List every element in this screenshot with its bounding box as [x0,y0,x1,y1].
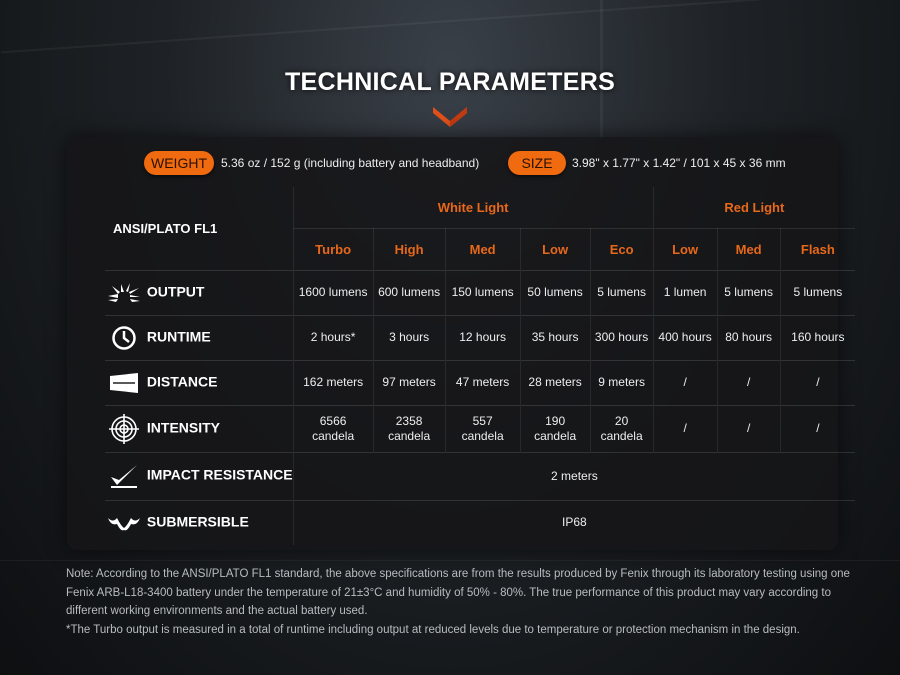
table-cell: 28 meters [519,360,591,405]
row-label-text: OUTPUT [146,283,205,300]
table-cell: / [779,360,856,405]
table-row: DISTANCE 162 meters 97 meters 47 meters 28 m… [105,360,856,405]
table-cell: 9 meters [589,360,654,405]
size-value: 3.98" x 1.77" x 1.42" / 101 x 45 x 36 mm [572,156,786,170]
chevron-down-icon [433,107,467,127]
impact-icon [105,463,143,489]
table-cell: 1600 lumens [292,270,374,315]
table-row: RUNTIME 2 hours* 3 hours 12 hours 35 hours 30… [105,315,856,360]
clock-icon [105,325,143,351]
table-cell: 2 hours* [292,315,374,360]
row-label: DISTANCE [105,360,293,405]
mode-header: Med [716,228,781,270]
cell-value: 557 [472,413,493,428]
mode-header: Low [519,228,591,270]
mode-header: Eco [589,228,654,270]
output-burst-icon [105,282,143,304]
cell-unit: candela [388,428,431,443]
size-badge: SIZE [508,151,566,175]
group-red-light: Red Light [652,187,856,229]
table-row: INTENSITY 6566 candela 2358 candela 557 candel… [105,405,856,452]
table-cell: 47 meters [444,360,521,405]
target-icon [105,413,143,444]
table-cell: 400 hours [652,315,718,360]
mode-header: Turbo [292,228,374,270]
turbo-note: *The Turbo output is measured in a total… [66,623,800,636]
cell-unit: candela [534,428,577,443]
row-label: IMPACT RESISTANCE [105,452,293,500]
row-label: INTENSITY [105,405,293,452]
table-cell: 190 candela [519,405,591,452]
table-row: IMPACT RESISTANCE 2 meters [105,452,856,500]
spec-table: ANSI/PLATO FL1 White Light Red Light Tur… [105,187,856,545]
weight-value: 5.36 oz / 152 g (including battery and h… [221,156,480,170]
table-cell: / [716,405,781,452]
mode-header: High [372,228,446,270]
table-cell: 600 lumens [372,270,446,315]
cell-value: 20 [614,413,629,428]
table-cell: 2358 candela [372,405,446,452]
table-cell: / [716,360,781,405]
cell-unit: candela [600,428,643,443]
table-cell: / [779,405,856,452]
row-label: RUNTIME [105,315,293,360]
water-icon [105,514,143,532]
page-title: TECHNICAL PARAMETERS [284,68,616,96]
cell-value: 2358 [395,413,423,428]
table-cell: 50 lumens [519,270,591,315]
table-cell: / [652,405,718,452]
beam-distance-icon [105,372,143,394]
standard-header: ANSI/PLATO FL1 [113,220,218,236]
table-cell: 12 hours [444,315,521,360]
cell-unit: candela [312,428,355,443]
table-cell: 20 candela [589,405,654,452]
table-row: SUBMERSIBLE IP68 [105,500,856,545]
table-cell: 2 meters [292,452,856,500]
weight-badge: WEIGHT [144,151,214,175]
table-cell: 97 meters [372,360,446,405]
table-cell: 557 candela [444,405,521,452]
table-cell: 162 meters [292,360,374,405]
table-cell: 150 lumens [444,270,521,315]
footnote: Note: According to the ANSI/PLATO FL1 st… [66,565,856,639]
table-cell: 5 lumens [779,270,856,315]
row-label-text: IMPACT RESISTANCE [146,466,293,483]
table-cell: 300 hours [589,315,654,360]
cell-value: 190 [545,413,566,428]
row-label-text: SUBMERSIBLE [146,513,249,530]
row-label: OUTPUT [105,270,293,315]
cell-value: 6566 [319,413,347,428]
row-label-text: DISTANCE [146,373,218,390]
table-cell: 35 hours [519,315,591,360]
table-cell: IP68 [292,500,856,545]
table-cell: 80 hours [716,315,781,360]
table-cell: 5 lumens [716,270,781,315]
group-white-light: White Light [292,187,654,229]
table-row: OUTPUT 1600 lumens 600 lumens 150 lumens 50 … [105,270,856,315]
row-label-text: RUNTIME [146,328,211,345]
table-cell: 3 hours [372,315,446,360]
table-cell: 5 lumens [589,270,654,315]
row-label: SUBMERSIBLE [105,500,293,545]
mode-header: Flash [779,228,856,270]
note-text: Note: According to the ANSI/PLATO FL1 st… [66,568,850,617]
mode-header: Low [652,228,718,270]
table-cell: 160 hours [779,315,856,360]
cell-unit: candela [461,428,504,443]
table-cell: 6566 candela [292,405,374,452]
table-cell: 1 lumen [652,270,718,315]
mode-header: Med [444,228,521,270]
table-cell: / [652,360,718,405]
row-label-text: INTENSITY [146,419,221,436]
